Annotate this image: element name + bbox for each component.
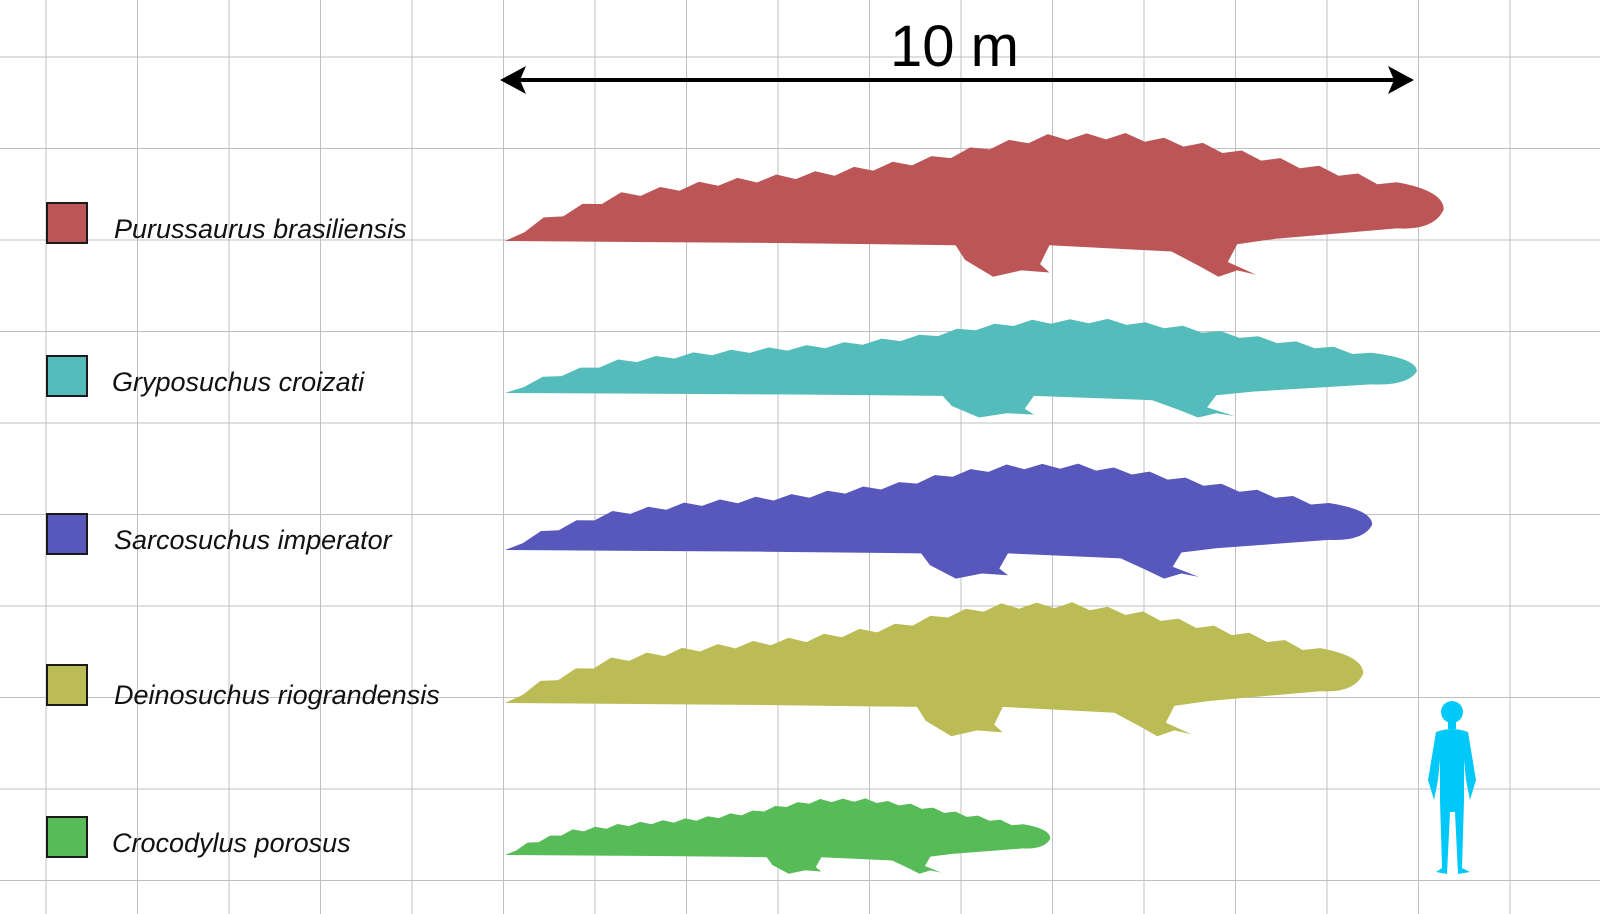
legend-swatch-crocodylus [46,816,88,858]
legend-swatch-deinosuchus [46,664,88,706]
silhouette-purussaurus [505,133,1444,277]
legend-label-crocodylus: Crocodylus porosus [112,828,351,858]
legend-label-gryposuchus: Gryposuchus croizati [112,367,365,397]
silhouette-crocodylus [505,798,1051,874]
legend-label-sarcosuchus: Sarcosuchus imperator [114,525,392,555]
legend-label-deinosuchus: Deinosuchus riograndensis [114,680,440,710]
legend-label-purussaurus: Purussaurus brasiliensis [114,214,407,244]
human-silhouette-icon [1428,701,1476,874]
silhouette-gryposuchus [505,318,1417,418]
legend-swatch-purussaurus [46,202,88,244]
scale-bar-label: 10 m [890,14,1019,79]
scale-arrow [500,66,1414,94]
silhouette-sarcosuchus [505,463,1373,579]
silhouette-deinosuchus [505,602,1364,737]
legend-swatch-gryposuchus [46,355,88,397]
legend-swatch-sarcosuchus [46,513,88,555]
